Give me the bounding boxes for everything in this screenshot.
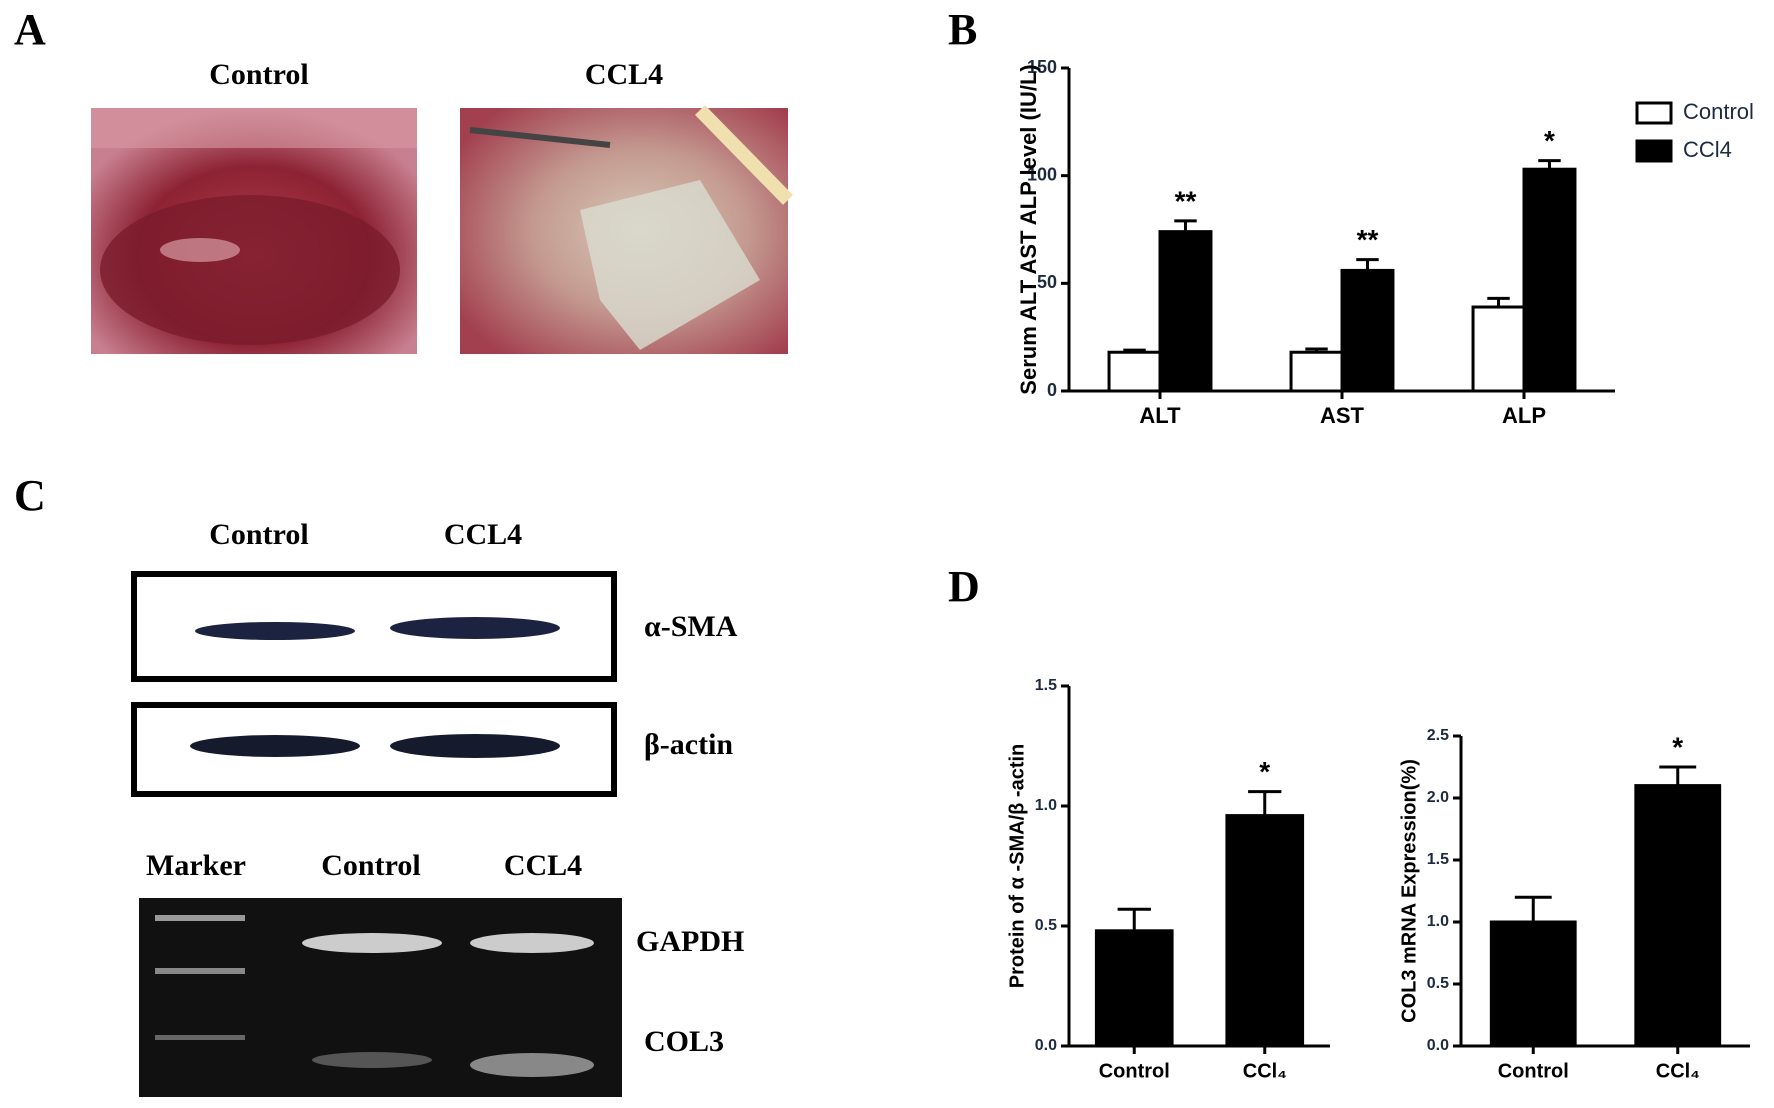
legend-label: CCl4 <box>1683 137 1732 162</box>
y-tick-label: 150 <box>1027 57 1057 77</box>
error-bar <box>1248 790 1282 816</box>
bar <box>1225 814 1305 1048</box>
y-tick-label: 50 <box>1037 272 1057 292</box>
y-axis-label: COL3 mRNA Expression(%) <box>1398 759 1420 1023</box>
bar <box>1107 350 1162 393</box>
x-tick-label: CCl₄ <box>1656 1060 1700 1082</box>
bar <box>1340 268 1395 393</box>
photo-label: CCL4 <box>585 58 663 91</box>
y-tick-label: 0.5 <box>1035 917 1057 934</box>
y-tick-label: 0.0 <box>1035 1037 1057 1054</box>
bar <box>1158 230 1213 393</box>
gel-row-label: GAPDH <box>636 925 744 958</box>
lane-label: Control <box>321 849 420 882</box>
y-tick-label: 1.0 <box>1035 797 1057 814</box>
y-tick-label: 2.5 <box>1427 727 1449 744</box>
legend-swatch <box>1635 101 1673 125</box>
error-bar <box>1174 219 1197 232</box>
bar <box>1094 929 1174 1048</box>
x-tick-label: Control <box>1498 1060 1569 1082</box>
y-tick-label: 1.0 <box>1427 913 1449 930</box>
y-tick-label: 100 <box>1027 164 1057 184</box>
y-tick-label: 0.0 <box>1427 1037 1449 1054</box>
panel-letter: B <box>948 5 977 54</box>
y-axis-label: Serum ALT AST ALP level (IU/L) <box>1016 64 1041 394</box>
bar <box>1634 784 1722 1048</box>
blot-row-label: α-SMA <box>644 610 738 643</box>
y-tick-label: 0 <box>1047 380 1057 400</box>
photo-control <box>91 108 417 354</box>
x-tick-label: ALP <box>1502 403 1546 428</box>
error-bar <box>1117 907 1151 931</box>
error-bar <box>1356 258 1379 271</box>
panel-letter: A <box>14 5 46 54</box>
lane-label: Marker <box>146 849 246 882</box>
significance-mark: ** <box>1175 185 1197 216</box>
x-tick-label: Control <box>1099 1060 1170 1082</box>
x-tick-label: ALT <box>1139 403 1181 428</box>
y-tick-label: 1.5 <box>1035 677 1057 694</box>
y-tick-label: 1.5 <box>1427 851 1449 868</box>
bar <box>1471 305 1526 393</box>
legend-label: Control <box>1683 99 1754 124</box>
blot-row-label: β-actin <box>644 728 733 761</box>
significance-mark: * <box>1544 125 1555 156</box>
legend-swatch <box>1635 139 1673 163</box>
x-tick-label: AST <box>1320 403 1365 428</box>
panel-letter: C <box>14 471 46 520</box>
gel-row-label: COL3 <box>644 1025 724 1058</box>
bar <box>1489 920 1577 1048</box>
bar <box>1522 167 1577 393</box>
significance-mark: * <box>1259 756 1270 787</box>
photo-ccl4 <box>460 105 794 354</box>
panel-letter: D <box>948 562 980 611</box>
gel <box>139 898 622 1097</box>
bar <box>1289 350 1344 393</box>
y-tick-label: 0.5 <box>1427 975 1449 992</box>
y-axis-label: Protein of α -SMA/β -actin <box>1006 744 1028 989</box>
western-blot <box>131 571 617 797</box>
photo-label: Control <box>209 58 308 91</box>
lane-label: CCL4 <box>444 518 522 551</box>
error-bar <box>1659 765 1697 786</box>
lane-label: Control <box>209 518 308 551</box>
lane-label: CCL4 <box>504 849 582 882</box>
y-tick-label: 2.0 <box>1427 789 1449 806</box>
error-bar <box>1514 895 1552 922</box>
x-tick-label: CCl₄ <box>1243 1060 1287 1082</box>
significance-mark: * <box>1672 731 1683 762</box>
significance-mark: ** <box>1357 224 1379 255</box>
